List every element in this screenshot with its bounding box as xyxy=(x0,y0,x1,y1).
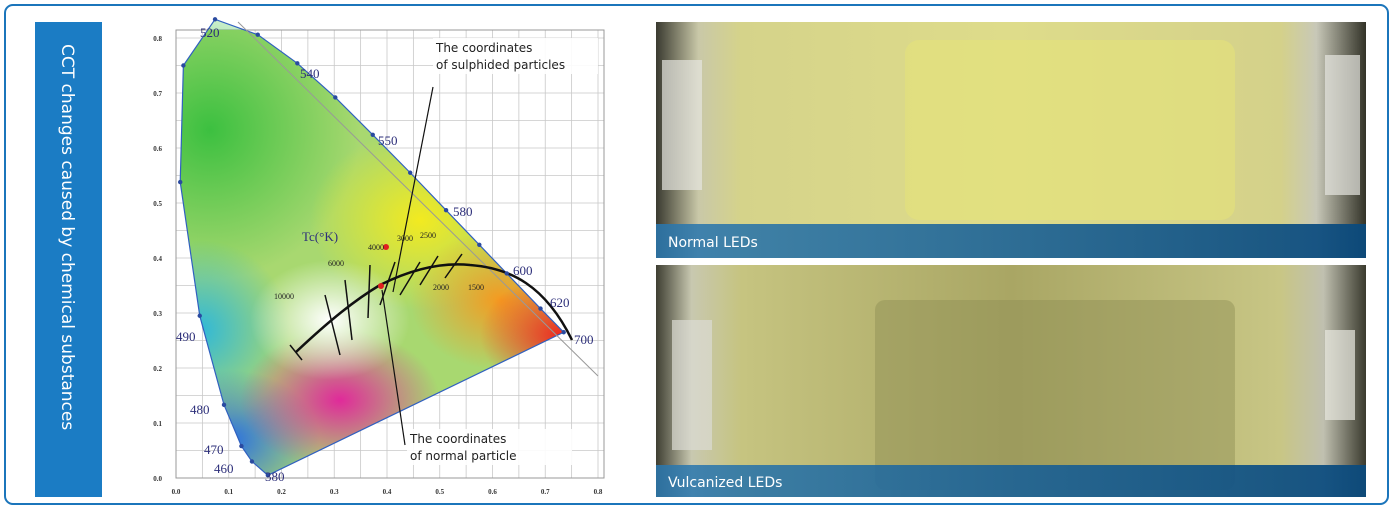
locus-marker xyxy=(371,133,375,137)
wavelength-label: 540 xyxy=(300,66,320,81)
x-tick-label: 0.2 xyxy=(277,488,286,496)
wavelength-label: 490 xyxy=(176,329,196,344)
wavelength-label: 470 xyxy=(204,442,224,457)
y-tick-label: 0.6 xyxy=(153,145,162,153)
temperature-label: 2500 xyxy=(420,231,436,240)
temperature-label: 1500 xyxy=(468,283,484,292)
locus-marker xyxy=(213,17,217,21)
locus-marker xyxy=(181,63,185,67)
locus-marker xyxy=(295,61,299,65)
sidebar-title: CCT changes caused by chemical substance… xyxy=(57,44,77,430)
y-tick-label: 0.1 xyxy=(153,420,162,428)
x-tick-label: 0.8 xyxy=(594,488,603,496)
wavelength-label: 580 xyxy=(453,204,473,219)
figure: CCT changes caused by chemical substance… xyxy=(0,0,1393,509)
wavelength-label: 380 xyxy=(265,469,285,484)
temperature-label: 6000 xyxy=(328,259,344,268)
locus-marker xyxy=(505,271,509,275)
locus-marker xyxy=(256,33,260,37)
cie-diagram: 0.0 0.1 0.2 0.3 0.4 0.5 0.6 0.7 0.8 0.0 0.1 0.2 0.3 0… xyxy=(60,0,640,509)
photo-caption: Vulcanized LEDs xyxy=(668,475,782,491)
y-tick-label: 0.0 xyxy=(153,475,162,483)
y-tick-label: 0.4 xyxy=(153,255,162,263)
y-tick-label: 0.7 xyxy=(153,90,162,98)
temperature-label: 2000 xyxy=(433,283,449,292)
x-tick-label: 0.4 xyxy=(383,488,392,496)
annotation: of sulphided particles xyxy=(436,58,565,72)
x-tick-label: 0.0 xyxy=(172,488,181,496)
locus-marker xyxy=(477,243,481,247)
temperature-axis-label: Tc(°K) xyxy=(302,229,338,244)
photo-normal xyxy=(656,22,1366,258)
x-tick-label: 0.1 xyxy=(224,488,233,496)
wavelength-label: 480 xyxy=(190,402,210,417)
y-tick-label: 0.2 xyxy=(153,365,162,373)
locus-marker xyxy=(562,330,566,334)
annotation: The coordinates xyxy=(409,432,506,446)
wavelength-label: 600 xyxy=(513,263,533,278)
y-tick-label: 0.5 xyxy=(153,200,162,208)
temperature-label: 4000 xyxy=(368,243,384,252)
x-tick-label: 0.7 xyxy=(541,488,550,496)
y-tick-label: 0.8 xyxy=(153,35,162,43)
locus-marker xyxy=(178,180,182,184)
x-tick-label: 0.6 xyxy=(488,488,497,496)
temperature-label: 10000 xyxy=(274,292,294,301)
photo-vulcanized xyxy=(656,265,1366,497)
wavelength-label: 460 xyxy=(214,461,234,476)
locus-marker xyxy=(408,171,412,175)
locus-marker xyxy=(239,444,243,448)
locus-marker xyxy=(250,459,254,463)
locus-marker xyxy=(538,306,542,310)
temperature-label: 3000 xyxy=(397,234,413,243)
locus-marker xyxy=(333,95,337,99)
annotation: of normal particle xyxy=(410,449,517,463)
x-tick-label: 0.3 xyxy=(330,488,339,496)
wavelength-label: 700 xyxy=(574,332,594,347)
locus-marker xyxy=(444,208,448,212)
locus-marker xyxy=(222,403,226,407)
wavelength-label: 520 xyxy=(200,25,220,40)
wavelength-label: 550 xyxy=(378,133,398,148)
x-tick-label: 0.5 xyxy=(435,488,444,496)
annotation: The coordinates xyxy=(435,41,532,55)
locus-marker xyxy=(198,314,202,318)
wavelength-label: 620 xyxy=(550,295,570,310)
photo-caption: Normal LEDs xyxy=(668,235,758,251)
normal-point xyxy=(378,283,384,289)
y-tick-label: 0.3 xyxy=(153,310,162,318)
